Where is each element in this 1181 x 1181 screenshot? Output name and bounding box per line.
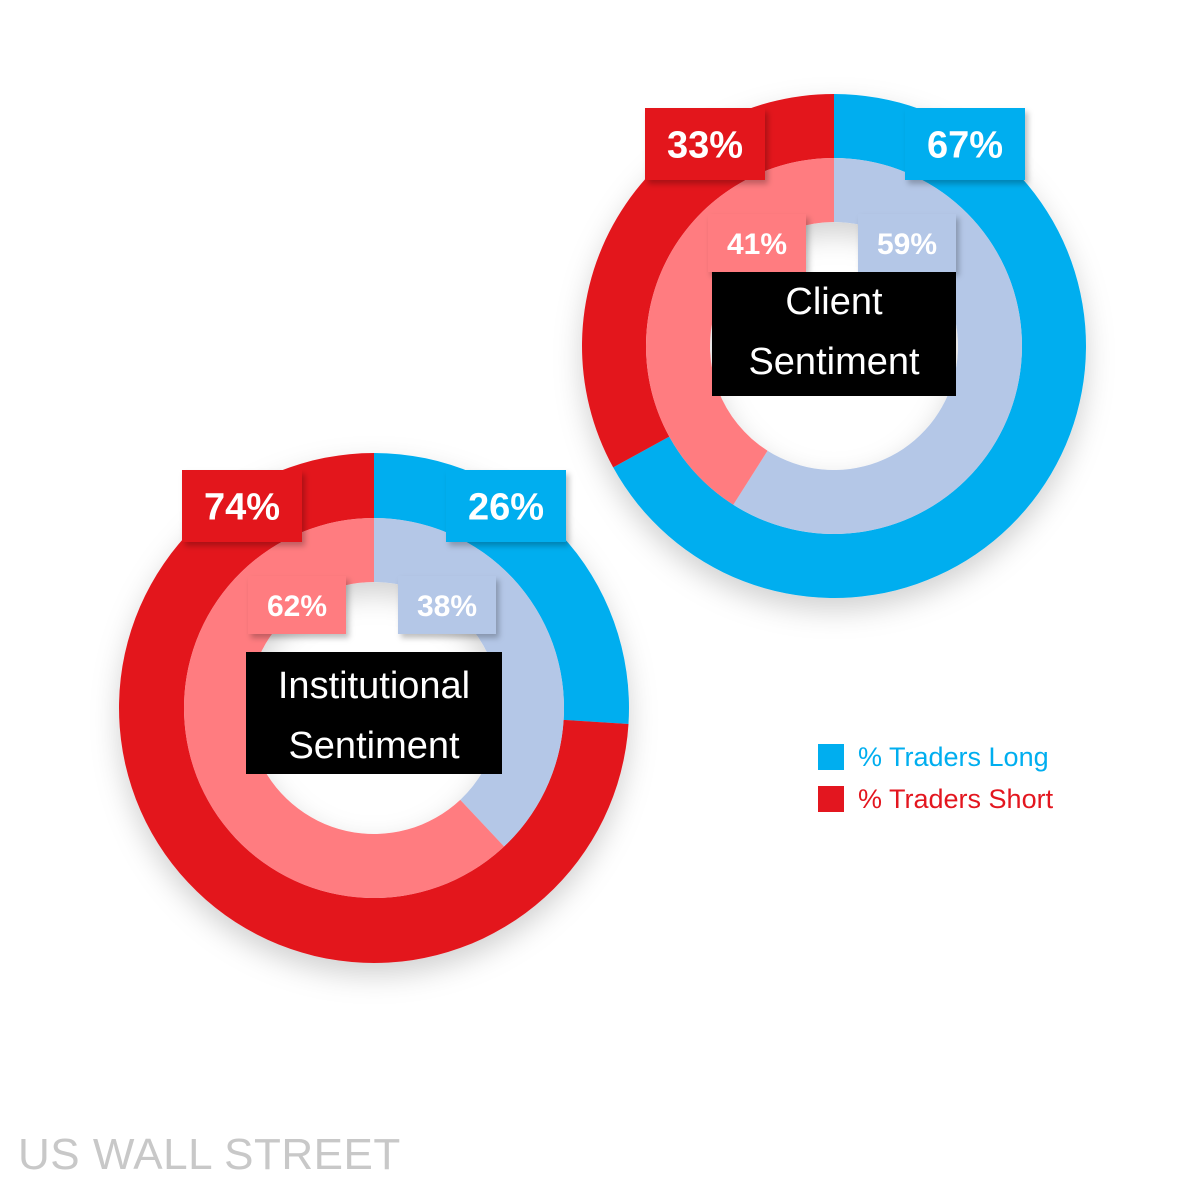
center-label-line: Sentiment — [748, 341, 920, 383]
donut-client: Client Sentiment 33% 67% 41% 59% — [582, 94, 1086, 598]
outer-short-label: 33% — [667, 125, 743, 167]
donut-institutional: Institutional Sentiment 74% 26% 62% 38% — [119, 453, 629, 964]
inner-long-label: 59% — [877, 228, 937, 261]
legend-item-short: % Traders Short — [818, 778, 1053, 820]
legend-label-long: % Traders Long — [858, 741, 1049, 772]
inner-short-label-bg — [248, 576, 346, 634]
outer-long-label: 67% — [927, 125, 1003, 167]
inner-long-label-bg — [858, 214, 956, 272]
center-label-bg — [712, 272, 956, 396]
inner-long-label: 38% — [417, 590, 477, 623]
outer-short-slice — [582, 94, 834, 468]
legend-label-short: % Traders Short — [858, 783, 1054, 814]
inner-long-label-bg — [398, 576, 496, 634]
outer-long-label-bg — [446, 470, 566, 542]
legend: % Traders Long % Traders Short — [818, 736, 1053, 820]
outer-short-label-bg — [182, 470, 302, 542]
inner-short-label: 62% — [267, 590, 327, 623]
center-label-line: Institutional — [278, 665, 470, 707]
outer-long-label-bg — [905, 108, 1025, 180]
center-label-line: Client — [785, 281, 883, 323]
outer-long-slice — [374, 453, 629, 725]
legend-swatch-short — [818, 786, 844, 812]
legend-item-long: % Traders Long — [818, 736, 1053, 778]
inner-short-label: 41% — [727, 228, 787, 261]
center-label-bg — [246, 652, 502, 774]
inner-short-slice — [645, 158, 834, 505]
inner-short-label-bg — [708, 214, 806, 272]
center-label-line: Sentiment — [288, 725, 460, 767]
legend-swatch-long — [818, 744, 844, 770]
outer-short-label: 74% — [204, 487, 280, 529]
inner-long-slice — [374, 518, 565, 847]
outer-short-label-bg — [645, 108, 765, 180]
outer-long-label: 26% — [468, 487, 544, 529]
watermark: US WALL STREET — [18, 1130, 401, 1179]
